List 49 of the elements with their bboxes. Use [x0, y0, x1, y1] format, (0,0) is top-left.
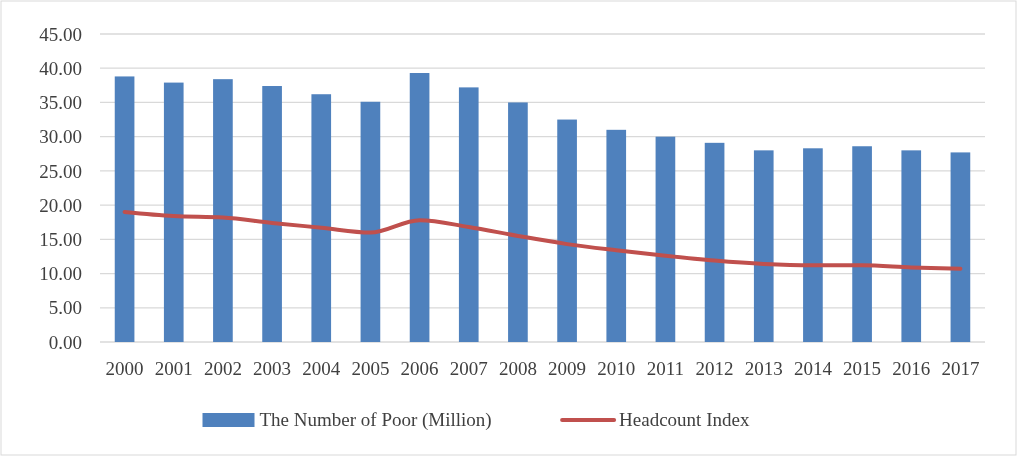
- bar: [458, 87, 479, 342]
- bar: [803, 148, 823, 342]
- bar: [901, 150, 922, 342]
- bar: [360, 101, 381, 342]
- legend-label: Headcount Index: [619, 409, 750, 430]
- x-tick-label: 2002: [203, 358, 242, 379]
- y-tick-label: 45.00: [39, 23, 82, 45]
- y-tick-label: 0.00: [48, 331, 82, 353]
- x-tick-label: 2011: [646, 358, 685, 379]
- y-tick-label: 30.00: [39, 126, 82, 148]
- x-tick-label: 2017: [941, 358, 980, 379]
- x-tick-label: 2009: [548, 358, 587, 379]
- x-tick-label: 2000: [105, 358, 144, 379]
- x-tick-label: 2016: [892, 358, 931, 379]
- x-tick-label: 2007: [449, 358, 488, 379]
- bar: [213, 79, 233, 342]
- x-tick-label: 2012: [695, 358, 734, 379]
- y-tick-label: 20.00: [39, 194, 82, 216]
- bar: [262, 86, 282, 342]
- bar: [311, 94, 332, 342]
- x-tick-label: 2003: [253, 358, 292, 379]
- bar: [753, 150, 774, 342]
- x-tick-label: 2004: [302, 358, 341, 379]
- x-tick-label: 2005: [351, 358, 390, 379]
- y-tick-label: 40.00: [39, 57, 82, 79]
- legend-label: The Number of Poor (Million): [259, 409, 492, 431]
- bar: [508, 102, 528, 342]
- bar: [114, 76, 135, 342]
- bar: [655, 136, 676, 342]
- y-tick-label: 10.00: [39, 263, 82, 285]
- y-tick-label: 25.00: [39, 160, 82, 182]
- bar: [852, 146, 872, 342]
- x-tick-label: 2008: [498, 358, 537, 379]
- bar: [409, 73, 430, 342]
- x-tick-label: 2015: [843, 358, 882, 379]
- line-series: [122, 209, 963, 271]
- x-tick-label: 2001: [154, 358, 193, 379]
- bar: [606, 129, 627, 342]
- x-tick-label: 2010: [597, 358, 636, 379]
- x-tick-label: 2013: [744, 358, 783, 379]
- bar: [950, 152, 971, 342]
- x-tick-label: 2014: [793, 358, 833, 379]
- bar: [163, 82, 184, 342]
- bar: [704, 142, 725, 342]
- y-tick-label: 5.00: [48, 297, 82, 319]
- y-tick-label: 35.00: [39, 92, 82, 114]
- bar: [557, 119, 577, 342]
- y-tick-label: 15.00: [39, 228, 82, 250]
- x-tick-label: 2006: [400, 358, 439, 379]
